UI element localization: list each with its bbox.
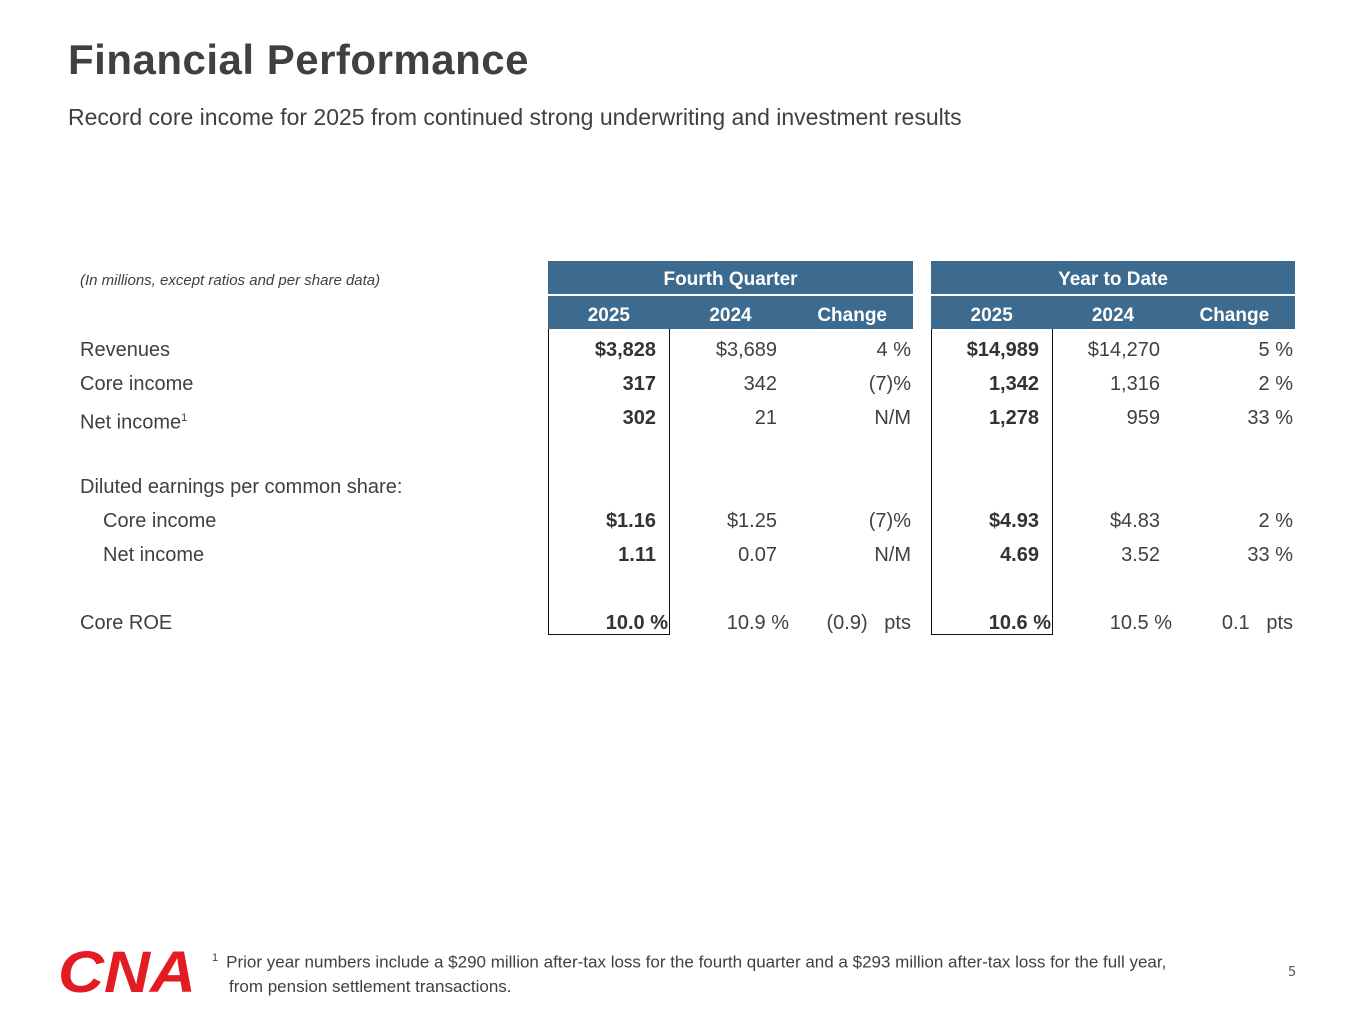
q4-cell: 4 % bbox=[876, 339, 911, 361]
q4-cell: N/M bbox=[874, 544, 911, 566]
row-label: Core income bbox=[80, 373, 194, 395]
group-header-year-to-date: Year to Date bbox=[931, 261, 1295, 294]
ytd-cell: 959 bbox=[1126, 407, 1160, 429]
q4-cell: 10.9 % bbox=[726, 612, 789, 634]
footnote-line-2: from pension settlement transactions. bbox=[229, 976, 512, 996]
column-headers-q4: 2025 2024 Change bbox=[548, 296, 913, 329]
ytd-cell: 33 % bbox=[1247, 407, 1293, 429]
ytd-cell: 0.1 pts bbox=[1221, 612, 1293, 634]
ytd-cell: 33 % bbox=[1247, 544, 1293, 566]
q4-cell: (7)% bbox=[868, 373, 911, 395]
col-change: Change bbox=[817, 305, 888, 326]
ytd-cell: 1,342 bbox=[988, 373, 1039, 395]
footnote-line-1: Prior year numbers include a $290 millio… bbox=[226, 952, 1167, 972]
svg-text:CNA: CNA bbox=[58, 946, 196, 996]
ytd-cell: 1,278 bbox=[988, 407, 1039, 429]
page-number: 5 bbox=[1288, 965, 1297, 980]
highlight-box-q4-2025 bbox=[548, 329, 670, 635]
q4-cell: $1.25 bbox=[726, 510, 777, 532]
table-row: Core income $1.16 $4.93 $1.25 $4.83 (7)% 2 % bbox=[0, 504, 1365, 538]
col-2025: 2025 bbox=[970, 305, 1013, 326]
ytd-cell: $4.83 bbox=[1109, 510, 1160, 532]
q4-cell: (7)% bbox=[868, 510, 911, 532]
col-change: Change bbox=[1199, 305, 1270, 326]
column-headers-ytd: 2025 2024 Change bbox=[931, 296, 1295, 329]
page-title: Financial Performance bbox=[68, 36, 529, 83]
ytd-cell: 4.69 bbox=[1000, 544, 1039, 566]
page-subtitle: Record core income for 2025 from continu… bbox=[68, 104, 962, 130]
q4-cell: 342 bbox=[743, 373, 777, 395]
highlight-box-ytd-2025 bbox=[931, 329, 1053, 635]
row-label: Diluted earnings per common share: bbox=[80, 476, 403, 498]
footnote-marker: 1 bbox=[212, 952, 219, 964]
q4-cell: 0.07 bbox=[738, 544, 777, 566]
table-row: Net income1 302 1,278 21 959 N/M 33 % bbox=[0, 401, 1365, 435]
group-header-fourth-quarter: Fourth Quarter bbox=[548, 261, 913, 294]
row-label: Net income1 bbox=[80, 411, 188, 434]
row-label: Core ROE bbox=[80, 612, 173, 634]
col-2024: 2024 bbox=[1091, 305, 1135, 326]
table-row: Net income 1.11 4.69 0.07 3.52 N/M 33 % bbox=[0, 538, 1365, 572]
table-note: (In millions, except ratios and per shar… bbox=[80, 272, 381, 289]
q4-cell: $3,828 bbox=[594, 339, 656, 361]
q4-cell: 21 bbox=[754, 407, 777, 429]
q4-cell: $3,689 bbox=[715, 339, 777, 361]
ytd-cell: 1,316 bbox=[1109, 373, 1160, 395]
ytd-cell: 10.6 % bbox=[988, 612, 1051, 634]
row-label: Core income bbox=[103, 510, 217, 532]
ytd-cell: 2 % bbox=[1258, 373, 1293, 395]
ytd-cell: 2 % bbox=[1258, 510, 1293, 532]
q4-cell: 10.0 % bbox=[605, 612, 668, 634]
table-row: Core income 317 1,342 342 1,316 (7)% 2 % bbox=[0, 367, 1365, 401]
q4-cell: $1.16 bbox=[605, 510, 656, 532]
q4-cell: N/M bbox=[874, 407, 911, 429]
cna-logo: CNA bbox=[58, 946, 196, 996]
q4-cell: 1.11 bbox=[618, 544, 656, 566]
footnote: 1 Prior year numbers include a $290 milli… bbox=[212, 946, 1166, 999]
q4-cell: 302 bbox=[622, 407, 656, 429]
table-row: Core ROE 10.0 % 10.6 % 10.9 % 10.5 % (0.9) pt… bbox=[0, 606, 1365, 640]
q4-cell: 317 bbox=[622, 373, 656, 395]
ytd-cell: $14,270 bbox=[1087, 339, 1160, 361]
footnote-ref: 1 bbox=[181, 412, 188, 424]
col-2025: 2025 bbox=[587, 305, 630, 326]
q4-cell: (0.9) pts bbox=[826, 612, 911, 634]
ytd-cell: $14,989 bbox=[966, 339, 1039, 361]
ytd-cell: 10.5 % bbox=[1109, 612, 1172, 634]
table-row: Diluted earnings per common share: bbox=[0, 470, 1365, 504]
col-2024: 2024 bbox=[709, 305, 752, 326]
row-label: Revenues bbox=[80, 339, 171, 361]
ytd-cell: $4.93 bbox=[988, 510, 1039, 532]
ytd-cell: 3.52 bbox=[1121, 544, 1160, 566]
ytd-cell: 5 % bbox=[1258, 339, 1293, 361]
row-label: Net income bbox=[103, 544, 205, 566]
table-row: Revenues $3,828 $14,989 $3,689 $14,270 4 % 5 % bbox=[0, 333, 1365, 367]
